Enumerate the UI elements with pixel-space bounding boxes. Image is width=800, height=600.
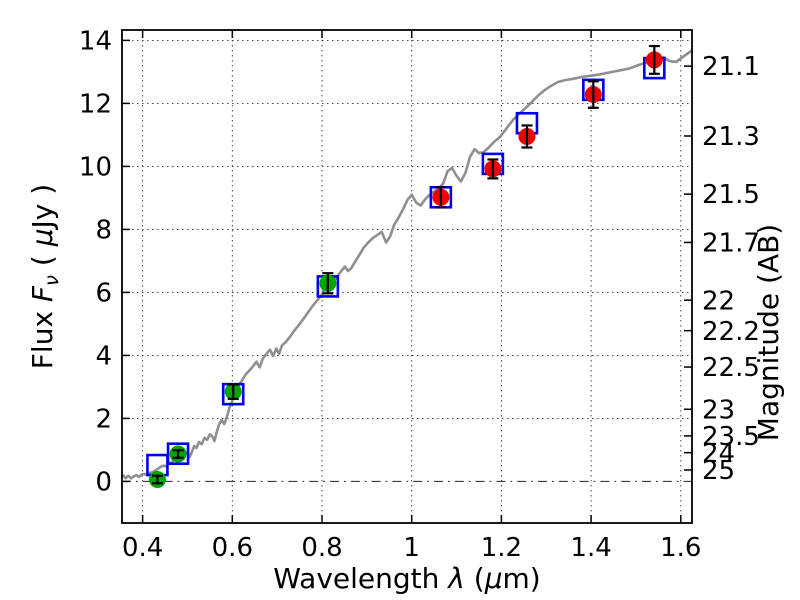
- y-axis-label-left: Flux Fν ( μJy ): [26, 184, 63, 369]
- y-tick-label-left: 12: [79, 89, 112, 119]
- y-tick-label-right: 21.1: [702, 52, 760, 82]
- y-tick-label-right: 23.5: [702, 422, 760, 452]
- y-tick-label-right: 23: [702, 395, 735, 425]
- y-tick-label-left: 4: [95, 342, 112, 372]
- y-tick-label-right: 24: [702, 439, 735, 469]
- x-tick-label: 1.2: [481, 533, 522, 563]
- x-tick-label: 1.6: [660, 533, 701, 563]
- y-axis-label-right: Magnitude (AB): [752, 224, 785, 441]
- x-tick-label: 1.4: [570, 533, 611, 563]
- y-tick-label-left: 10: [79, 153, 112, 183]
- x-axis-label: Wavelength λ (μm): [273, 562, 540, 595]
- x-tick-label: 1: [403, 533, 420, 563]
- y-tick-label-right: 21.7: [702, 229, 760, 259]
- y-tick-label-right: 22: [702, 286, 735, 316]
- y-tick-label-left: 2: [95, 405, 112, 435]
- y-tick-label-right: 22.5: [702, 353, 760, 383]
- y-tick-label-left: 6: [95, 279, 112, 309]
- y-tick-label-left: 0: [95, 468, 112, 498]
- y-tick-label-right: 21.3: [702, 122, 760, 152]
- error-bar-layer: [151, 44, 660, 485]
- plot-frame: [121, 29, 693, 524]
- y-tick-label-right: 25: [702, 456, 735, 486]
- x-tick-label: 0.6: [212, 533, 253, 563]
- y-tick-label-left: 14: [79, 26, 112, 56]
- x-tick-label: 0.8: [301, 533, 342, 563]
- y-tick-label-right: 21.5: [702, 180, 760, 210]
- model-square-marker: [166, 442, 190, 465]
- y-tick-label-left: 8: [95, 216, 112, 246]
- y-tick-label-right: 22.2: [702, 317, 760, 347]
- tick-layer: [122, 30, 692, 523]
- grid-layer: [122, 30, 692, 523]
- x-tick-label: 0.4: [122, 533, 163, 563]
